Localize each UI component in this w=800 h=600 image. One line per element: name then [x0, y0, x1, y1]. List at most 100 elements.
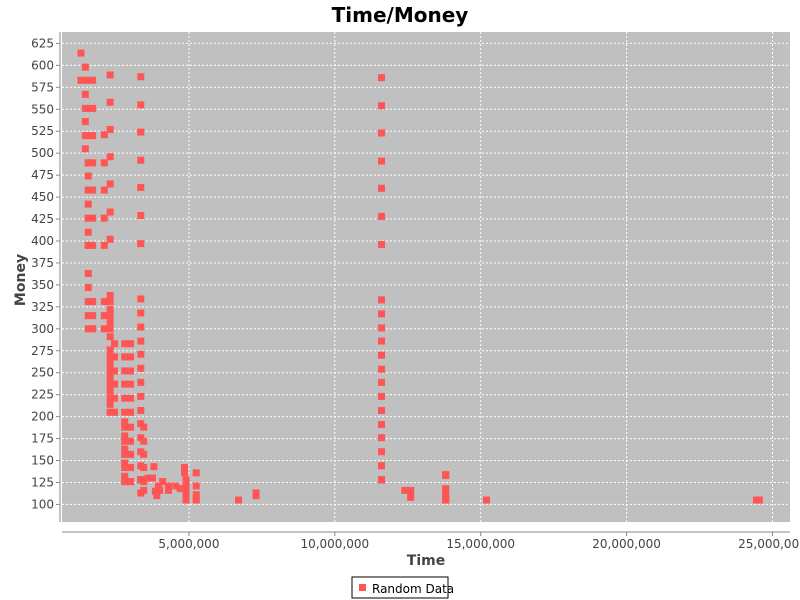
- data-point: [378, 434, 386, 442]
- data-point: [378, 337, 386, 345]
- data-point: [89, 186, 97, 194]
- data-point: [159, 478, 167, 486]
- data-point: [106, 208, 114, 216]
- data-point: [84, 132, 92, 140]
- data-point: [100, 325, 108, 333]
- data-point: [483, 496, 491, 504]
- data-point: [378, 448, 386, 456]
- x-tick-label: 25,000,000: [738, 537, 800, 551]
- data-point: [106, 153, 114, 161]
- y-axis-ticks: 100 125 150 175 200 225 250 275 300 325 350 375 400 4…: [31, 36, 60, 511]
- data-point: [84, 104, 92, 112]
- data-point: [121, 367, 129, 375]
- data-point: [106, 373, 114, 381]
- data-point: [378, 462, 386, 470]
- data-point: [137, 183, 145, 191]
- data-point: [84, 214, 92, 222]
- data-point: [378, 102, 386, 110]
- y-tick-label: 350: [31, 278, 54, 292]
- data-point: [121, 340, 129, 348]
- data-point: [81, 90, 89, 98]
- data-point: [378, 296, 386, 304]
- data-point: [401, 486, 409, 494]
- y-tick-label: 500: [31, 146, 54, 160]
- data-point: [106, 235, 114, 243]
- data-point: [182, 482, 190, 490]
- data-point: [111, 408, 119, 416]
- data-point: [140, 486, 148, 494]
- data-point: [121, 380, 129, 388]
- data-point: [407, 493, 415, 501]
- data-point: [121, 408, 129, 416]
- data-point: [378, 476, 386, 484]
- data-point: [378, 421, 386, 429]
- data-point: [111, 367, 119, 375]
- data-point: [137, 128, 145, 136]
- data-point: [77, 49, 85, 57]
- data-point: [181, 464, 189, 472]
- x-tick-label: 10,000,000: [300, 537, 369, 551]
- data-point: [84, 298, 92, 306]
- data-point: [378, 378, 386, 386]
- data-point: [137, 295, 145, 303]
- data-point: [140, 437, 148, 445]
- data-point: [106, 408, 114, 416]
- data-point: [127, 478, 135, 486]
- data-point: [121, 445, 129, 453]
- data-point: [100, 312, 108, 320]
- y-tick-label: 100: [31, 497, 54, 511]
- data-point: [378, 241, 386, 249]
- data-point: [81, 63, 89, 71]
- data-point: [378, 74, 386, 82]
- data-point: [111, 353, 119, 361]
- data-point: [442, 496, 450, 504]
- data-point: [137, 378, 145, 386]
- y-tick-label: 325: [31, 300, 54, 314]
- data-point: [100, 186, 108, 194]
- data-point: [89, 241, 97, 249]
- y-tick-label: 625: [31, 36, 54, 50]
- data-point: [140, 450, 148, 458]
- x-tick-label: 20,000,000: [592, 537, 661, 551]
- data-point: [154, 482, 162, 490]
- data-point: [81, 145, 89, 153]
- data-point: [192, 495, 200, 503]
- data-point: [100, 214, 108, 222]
- data-point: [378, 310, 386, 318]
- data-point: [755, 496, 763, 504]
- data-point: [137, 392, 145, 400]
- data-point: [84, 172, 92, 180]
- data-point: [84, 228, 92, 236]
- data-point: [378, 129, 386, 137]
- data-point: [148, 474, 156, 482]
- data-point: [121, 450, 129, 458]
- data-point: [100, 298, 108, 306]
- data-point: [100, 131, 108, 139]
- legend-marker: [359, 584, 366, 591]
- data-point: [121, 459, 129, 467]
- data-point: [106, 319, 114, 327]
- data-point: [378, 212, 386, 220]
- data-point: [106, 312, 114, 320]
- data-point: [106, 125, 114, 133]
- data-point: [442, 486, 450, 494]
- data-point: [106, 353, 114, 361]
- data-point: [378, 157, 386, 165]
- data-point: [89, 214, 97, 222]
- data-point: [81, 118, 89, 126]
- data-point: [89, 298, 97, 306]
- data-point: [106, 180, 114, 188]
- data-point: [378, 324, 386, 332]
- data-point: [89, 76, 97, 84]
- y-tick-label: 300: [31, 322, 54, 336]
- data-point: [106, 400, 114, 408]
- y-tick-label: 275: [31, 344, 54, 358]
- data-point: [106, 380, 114, 388]
- plot-area: [62, 32, 790, 522]
- data-point: [151, 487, 159, 495]
- data-point: [156, 486, 164, 494]
- data-point: [137, 73, 145, 81]
- y-tick-label: 225: [31, 388, 54, 402]
- data-point: [192, 491, 200, 499]
- data-point: [150, 463, 158, 471]
